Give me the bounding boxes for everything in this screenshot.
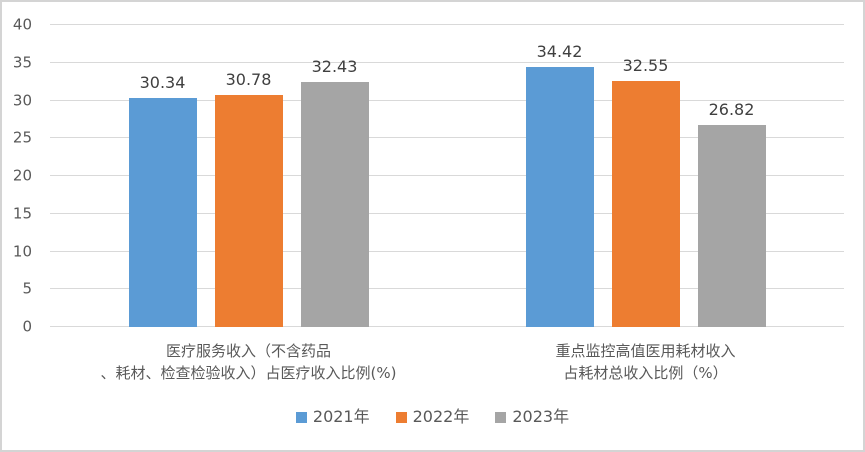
y-axis-tick-label: 25 <box>12 128 32 147</box>
legend-label: 2023年 <box>512 407 570 426</box>
y-axis-tick-label: 10 <box>12 242 32 260</box>
gridline <box>50 288 844 290</box>
gridline <box>50 212 844 214</box>
legend-swatch <box>495 411 507 423</box>
gridline <box>50 326 844 327</box>
bar-cell: 30.78 <box>214 25 283 327</box>
bar-cell: 32.55 <box>611 25 680 327</box>
x-axis-category-label: 医疗服务收入（不含药品、耗材、检查检验收入）占医疗收入比例(%) <box>50 340 447 384</box>
y-axis-tick-label: 20 <box>12 166 32 185</box>
y-axis-tick-label: 40 <box>12 15 32 34</box>
bar-group: 34.42 32.55 26.82 <box>525 25 766 327</box>
legend-swatch <box>295 411 307 423</box>
y-axis-tick-label: 5 <box>22 279 32 298</box>
legend-label: 2022年 <box>412 407 470 426</box>
legend-swatch <box>395 411 407 423</box>
bar-2022年-1 <box>214 94 283 327</box>
bar-2021年-1 <box>128 97 197 327</box>
bar-value-label: 30.78 <box>225 69 272 89</box>
x-axis-category-label-line: 医疗服务收入（不含药品 <box>165 342 331 360</box>
bar-value-label: 32.43 <box>311 57 358 77</box>
bar-value-label: 30.34 <box>139 72 186 92</box>
y-axis-tick-label: 30 <box>12 91 32 109</box>
legend-item-2023年: 2023年 <box>495 409 569 425</box>
y-axis-tick-label: 0 <box>22 317 32 336</box>
y-axis: 0 5 10 15 20 25 30 35 40 <box>2 17 32 334</box>
bar-group: 30.34 30.78 32.43 <box>128 25 369 327</box>
bar-value-label: 26.82 <box>708 99 755 119</box>
bar-cell: 26.82 <box>697 25 766 327</box>
y-axis-tick-label: 35 <box>12 53 32 72</box>
legend-label: 2021年 <box>312 407 370 426</box>
x-axis-category-labels: 医疗服务收入（不含药品 、耗材、检查检验收入）占医疗收入比例(%) 重点监控高值医用… <box>50 340 844 384</box>
gridline <box>50 99 844 101</box>
y-axis-tick-label: 15 <box>12 204 32 223</box>
bar-2022年-2 <box>611 81 680 327</box>
bar-cell: 34.42 <box>525 25 594 327</box>
x-axis-category-label: 重点监控高值医用耗材收入 占耗材总收入比例（%） <box>447 340 844 384</box>
gridline <box>50 61 844 63</box>
bar-value-label: 34.42 <box>536 42 583 62</box>
gridline <box>50 250 844 252</box>
bar-2023年-1 <box>300 82 369 327</box>
plot-area: 30.34 30.78 32.43 34.42 32.55 26.82 <box>50 24 844 327</box>
gridline <box>50 137 844 139</box>
gridline <box>50 24 844 25</box>
gridline <box>50 175 844 176</box>
bar-2023年-2 <box>697 124 766 327</box>
x-axis-category-label-line: 重点监控高值医用耗材收入 <box>555 342 736 360</box>
bar-value-label: 32.55 <box>622 56 669 76</box>
legend-item-2022年: 2022年 <box>395 407 470 426</box>
legend: 2021年 2022年 2023年 <box>2 409 863 425</box>
bar-2021年-2 <box>525 67 594 327</box>
x-axis-category-label-line: 占耗材总收入比例（%） <box>563 364 728 382</box>
x-axis-category-label-line: 、耗材、检查检验收入）占医疗收入比例(%) <box>100 364 397 382</box>
bar-cell: 32.43 <box>300 25 369 327</box>
legend-item-2021年: 2021年 <box>295 407 370 426</box>
bar-cell: 30.34 <box>128 25 197 327</box>
